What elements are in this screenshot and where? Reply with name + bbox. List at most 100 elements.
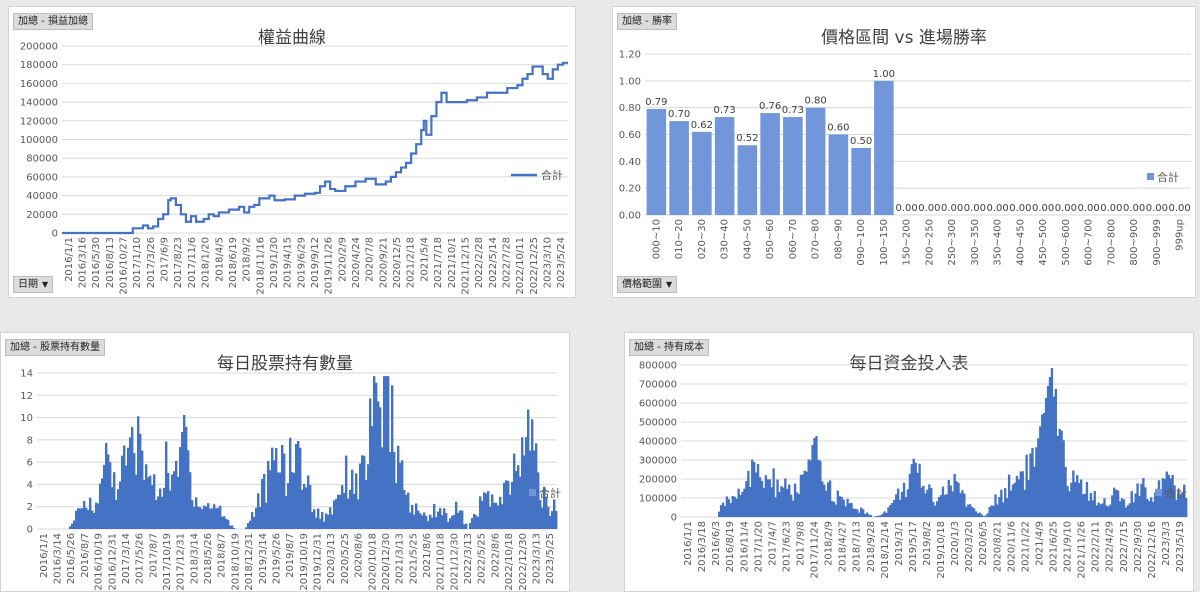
bar <box>89 497 92 529</box>
y-tick-label: 20000 <box>26 210 58 221</box>
axis-button-price-range[interactable]: 價格範圍 ▼ <box>617 276 678 293</box>
bar <box>137 416 140 529</box>
bar <box>860 507 863 517</box>
bar <box>155 500 158 529</box>
equity-curve-chart: 0 20000 40000 60000 80000 100000 120000 140000 1… <box>20 42 568 295</box>
axis-button-date[interactable]: 日期 ▼ <box>13 276 54 293</box>
bar <box>1146 499 1149 517</box>
bar <box>83 501 86 529</box>
bar <box>1044 398 1048 517</box>
x-tick-label: 2016/8/19 <box>725 521 736 572</box>
bar <box>1042 412 1046 517</box>
bar <box>922 485 925 517</box>
bar <box>1130 491 1133 517</box>
bar <box>754 472 758 517</box>
x-tick-label: 2023/3/3 <box>1161 521 1172 566</box>
bar <box>751 459 754 517</box>
x-tick-label: 2019/9/12 <box>310 237 321 288</box>
legend-label: 合計 <box>539 486 561 500</box>
bar <box>153 474 156 529</box>
bar <box>1060 430 1063 517</box>
field-button-profit-sum[interactable]: 加總 - 損益加總 <box>13 13 93 30</box>
bar <box>113 472 116 529</box>
bar <box>295 444 298 529</box>
bar <box>770 487 773 517</box>
bar <box>924 493 927 517</box>
x-tick-label: 040~50 <box>742 219 753 259</box>
bar <box>902 482 906 517</box>
bar <box>415 503 418 529</box>
dropdown-arrow-icon: ▼ <box>42 280 49 289</box>
field-button-holding-cost[interactable]: 加總 - 持有成本 <box>629 339 709 356</box>
data-label: 1.00 <box>873 69 895 80</box>
chart-title-daily-capital: 每日資金投入表 <box>849 354 969 374</box>
bar <box>359 463 362 529</box>
y-tick-label: 300000 <box>639 456 677 467</box>
bar <box>553 499 556 529</box>
bar <box>939 495 943 517</box>
x-tick-label: 2017/10/19 <box>162 533 173 591</box>
bar <box>381 447 384 529</box>
bar <box>852 508 855 517</box>
bar <box>935 501 939 517</box>
x-tick-label: 2019/8/7 <box>285 533 296 578</box>
data-label: 0.76 <box>759 101 781 112</box>
x-tick-label: 020~30 <box>697 219 708 259</box>
bar <box>834 504 838 517</box>
bar <box>135 474 138 529</box>
bar <box>335 498 338 529</box>
bar <box>1025 454 1028 517</box>
x-tick-label: 450~500 <box>1038 219 1049 266</box>
bar <box>313 509 316 529</box>
x-tick-label: 2018/6/19 <box>228 237 239 288</box>
bar <box>195 497 198 529</box>
bar <box>786 488 789 517</box>
bar <box>1144 487 1147 517</box>
bar <box>1151 501 1155 517</box>
bar <box>77 508 80 529</box>
y-tick-label: 800000 <box>639 361 677 372</box>
bar <box>395 482 398 529</box>
bar <box>143 479 146 529</box>
bar <box>823 484 826 517</box>
bar <box>171 474 174 529</box>
x-tick-label: 2018/10/19 <box>230 533 241 591</box>
y-tick-label: 2 <box>27 502 33 513</box>
y-tick-label: 180000 <box>20 60 58 71</box>
x-tick-label: 2022/10/18 <box>504 533 515 591</box>
bar <box>257 493 260 529</box>
bar <box>317 508 320 529</box>
bar <box>173 471 176 529</box>
bar <box>898 499 902 517</box>
bar <box>1167 474 1170 517</box>
bar <box>231 525 234 529</box>
field-button-stock-count[interactable]: 加總 - 股票持有數量 <box>5 339 105 356</box>
field-button-winrate[interactable]: 加總 - 勝率 <box>617 13 677 30</box>
bar <box>858 512 861 517</box>
bar <box>1163 478 1166 517</box>
bar <box>778 491 781 517</box>
bar <box>1039 426 1042 517</box>
bar <box>1078 483 1081 517</box>
bar <box>503 482 506 529</box>
bar <box>363 455 366 529</box>
bar <box>193 506 196 529</box>
x-tick-label: 2022/9/30 <box>1133 521 1144 572</box>
bar <box>439 508 442 529</box>
bar <box>353 493 356 529</box>
bar <box>139 433 142 529</box>
bar <box>147 477 150 529</box>
x-tick-label: 2020/10/18 <box>367 533 378 591</box>
bar <box>505 480 508 529</box>
bar <box>71 523 74 529</box>
x-tick-label: 2022/5/25 <box>477 533 488 584</box>
bar <box>965 506 968 517</box>
bar <box>443 508 446 529</box>
bar <box>129 437 132 529</box>
bar <box>101 478 104 529</box>
bar <box>1185 497 1188 517</box>
bar <box>417 510 420 529</box>
bar <box>303 484 306 529</box>
bar <box>821 481 824 517</box>
x-tick-label: 2022/2/11 <box>1091 521 1102 572</box>
